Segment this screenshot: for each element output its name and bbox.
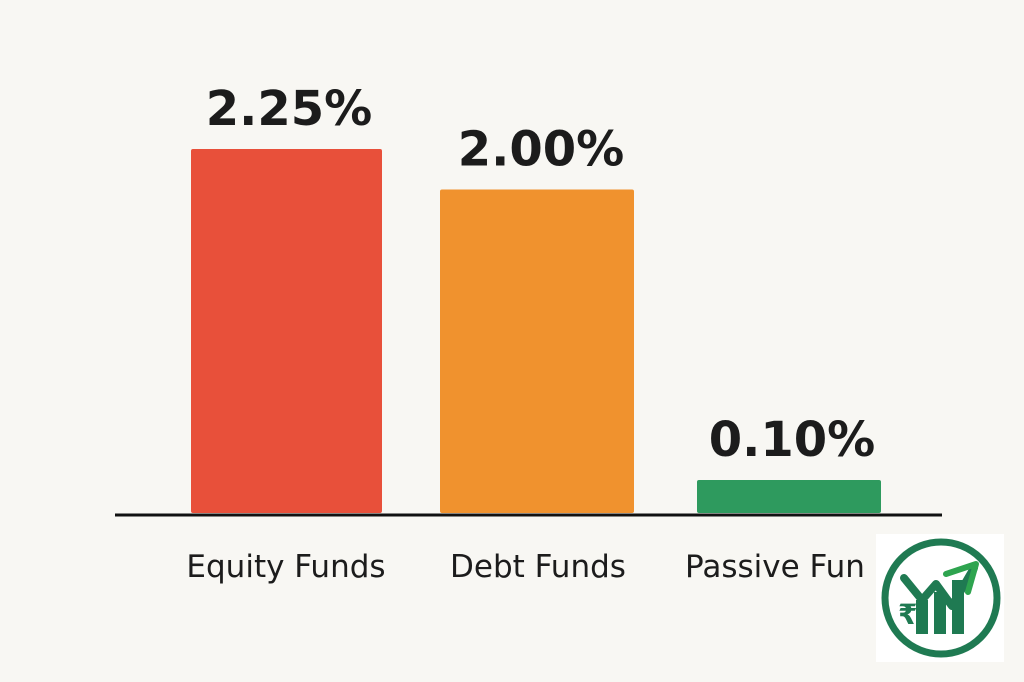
bars-group xyxy=(191,149,881,513)
svg-text:₹: ₹ xyxy=(898,598,917,631)
brand-logo: ₹ xyxy=(876,534,1004,662)
bar-0 xyxy=(191,149,382,513)
value-label-2: 0.10% xyxy=(709,412,876,468)
bar-1 xyxy=(440,189,634,513)
category-label-0: Equity Funds xyxy=(186,549,385,585)
bar-2 xyxy=(697,480,881,513)
value-labels-group: 2.25% 2.00% 0.10% xyxy=(206,81,876,468)
value-label-0: 2.25% xyxy=(206,81,373,137)
category-label-1: Debt Funds xyxy=(450,549,626,585)
category-label-2: Passive Fun xyxy=(685,549,865,585)
rupee-growth-chart-logo-icon: ₹ xyxy=(881,538,1001,658)
category-labels-group: Equity Funds Debt Funds Passive Fun xyxy=(186,549,865,585)
value-label-1: 2.00% xyxy=(458,121,625,177)
